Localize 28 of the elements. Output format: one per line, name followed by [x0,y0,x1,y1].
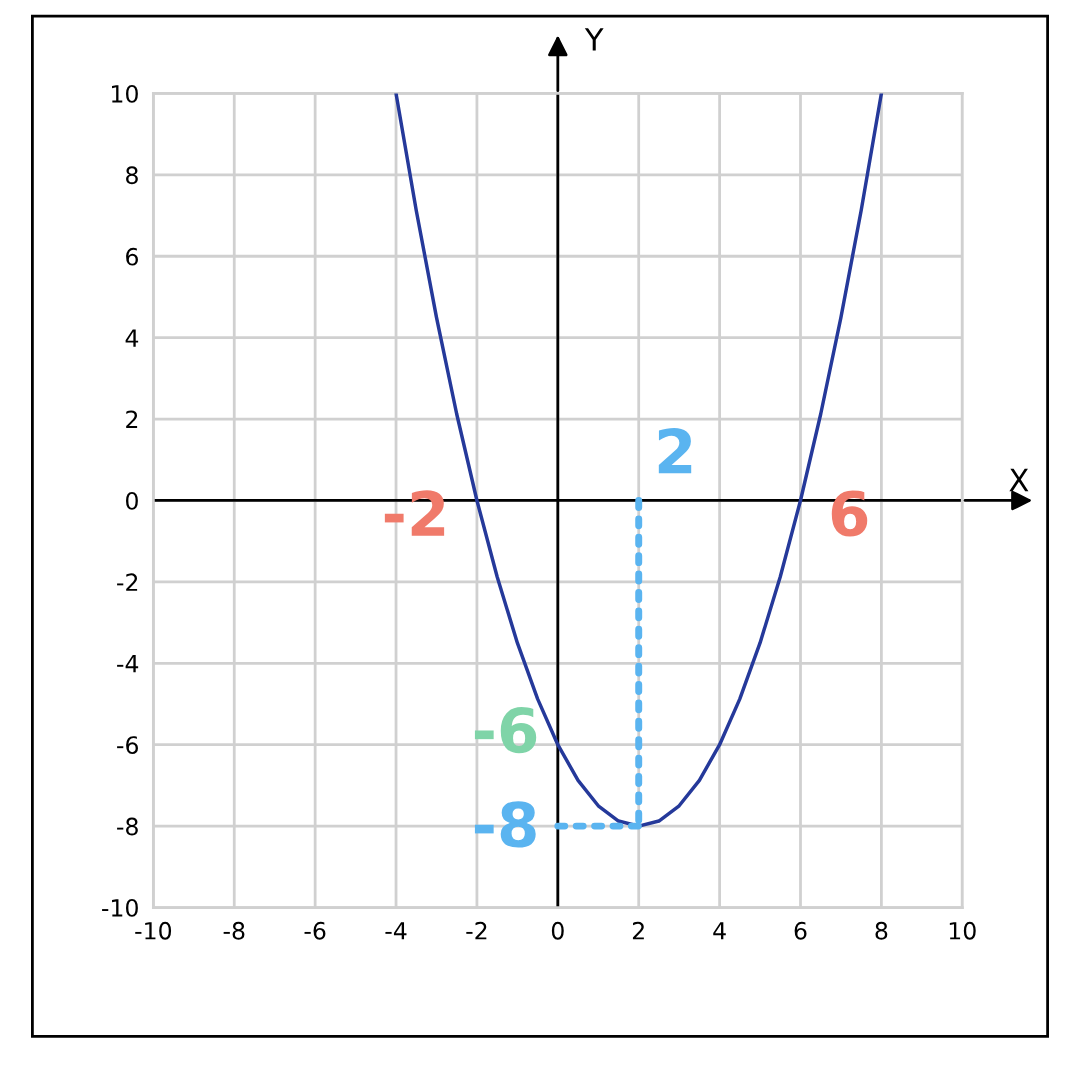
y-tick-label: 8 [126,166,138,185]
x-tick-label: -6 [304,921,326,940]
x-tick-label: -2 [466,921,487,940]
annotation: -6 [474,707,537,754]
x-tick-label: 4 [713,922,726,940]
x-tick-label: 10 [949,921,976,940]
y-tick-label: -4 [117,655,139,673]
annotation: -2 [384,490,445,536]
x-tick-label: 6 [794,921,807,940]
y-tick-label: 4 [125,329,139,347]
y-axis-title: Y [584,28,604,51]
x-axis-title: X [1009,468,1029,492]
y-tick-label: 0 [126,491,138,510]
x-tick-label: -4 [385,922,407,940]
annotation: 6 [831,490,868,537]
y-tick-label: -2 [117,573,138,591]
annotation: -8 [474,801,536,848]
y-tick-label: -6 [117,736,138,755]
y-tick-label: 2 [126,410,138,429]
annotation: 2 [658,427,692,474]
y-tick-label: -10 [102,898,138,917]
x-tick-label: 8 [875,921,888,940]
x-tick-label: 0 [551,921,564,940]
x-tick-label: 2 [632,921,644,940]
y-tick-label: 10 [112,84,138,103]
y-tick-label: 6 [126,247,138,266]
x-tick-label: -8 [223,921,245,940]
y-tick-label: -8 [117,817,138,836]
